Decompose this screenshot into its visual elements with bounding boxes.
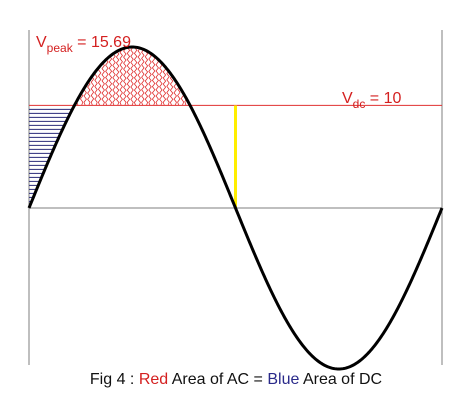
ac-stripe	[126, 47, 131, 106]
vdc-subscript: dc	[353, 97, 366, 111]
ac-stripe	[123, 47, 127, 106]
ac-stripe	[173, 79, 177, 106]
ac-stripe	[87, 80, 91, 106]
ac-stripe	[177, 85, 181, 106]
ac-stripe	[112, 52, 116, 106]
ac-stripe	[115, 50, 120, 106]
ac-stripe	[162, 65, 167, 106]
ac-stripe	[105, 58, 109, 106]
ac-red-area	[76, 46, 188, 106]
ac-stripe	[130, 46, 134, 106]
vpeak-value: 15.69	[91, 34, 131, 51]
vpeak-symbol: V	[36, 34, 47, 51]
vdc-value: 10	[384, 90, 402, 107]
ac-stripe	[119, 49, 123, 106]
ac-stripe	[141, 48, 145, 106]
sine-wave-curve	[27, 45, 444, 371]
ac-stripe	[144, 50, 149, 106]
caption-red-word: Red	[138, 371, 169, 388]
ac-stripe	[148, 52, 152, 106]
vdc-label: Vdc = 10	[342, 90, 401, 111]
caption-prefix: Fig 4 :	[89, 371, 139, 388]
caption-blue-word: Blue	[267, 371, 300, 388]
vpeak-equals: =	[73, 34, 91, 51]
ac-stripe	[169, 74, 174, 106]
ac-stripe	[133, 46, 138, 106]
ac-stripe	[108, 55, 113, 106]
ac-stripe	[166, 70, 170, 106]
ac-stripe	[90, 75, 95, 106]
vdc-equals: =	[365, 90, 383, 107]
figure-caption: Fig 4 : Red Area of AC = Blue Area of DC	[0, 371, 472, 389]
ac-stripe	[94, 70, 98, 106]
ac-stripe	[137, 47, 141, 106]
vdc-symbol: V	[342, 90, 353, 107]
caption-middle: Area of AC =	[168, 371, 268, 388]
ac-stripe	[159, 61, 163, 106]
ac-stripe	[155, 58, 159, 106]
caption-suffix: Area of DC	[299, 371, 383, 388]
ac-stripe	[151, 55, 156, 106]
vpeak-label: Vpeak = 15.69	[36, 34, 131, 55]
ac-stripe	[97, 66, 102, 106]
vpeak-subscript: peak	[47, 41, 74, 55]
ac-stripe	[101, 62, 105, 106]
